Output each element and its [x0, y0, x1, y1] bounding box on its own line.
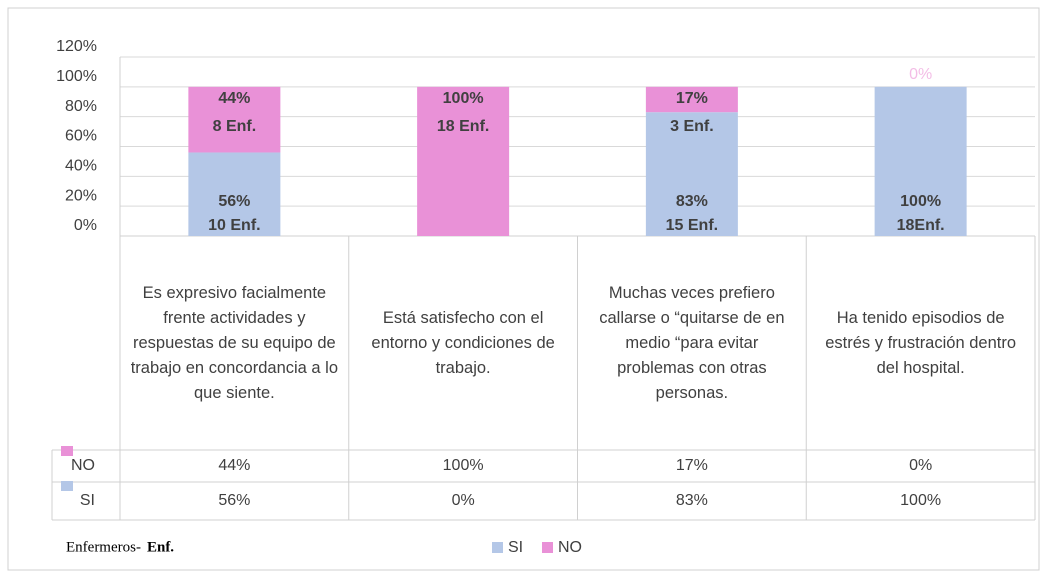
count-label: 18Enf. [897, 217, 945, 234]
y-tick-label: 100% [56, 68, 97, 85]
y-tick-label: 40% [65, 158, 97, 175]
table-cell: 100% [443, 457, 484, 474]
legend-label: NO [558, 539, 582, 556]
row-header: NO [71, 457, 95, 474]
data-label: 56% [218, 193, 250, 210]
y-tick-label: 0% [74, 217, 97, 234]
bar-segment [645, 112, 738, 236]
legend-key [492, 542, 503, 553]
y-tick-label: 20% [65, 187, 97, 204]
bar-segment [188, 152, 281, 236]
legend-key [61, 446, 73, 456]
table-cell: 0% [909, 457, 932, 474]
bar-segment [874, 86, 967, 236]
category-label: Es expresivo facialmente frente activida… [130, 283, 339, 402]
category-label: Ha tenido episodios de estrés y frustrac… [825, 308, 1016, 377]
y-tick-label: 80% [65, 98, 97, 115]
data-label: 100% [900, 193, 941, 210]
legend-key [542, 542, 553, 553]
bar-segment [645, 86, 738, 113]
y-tick-label: 120% [56, 38, 97, 55]
data-label: 44% [218, 90, 250, 107]
count-label: 18 Enf. [437, 118, 489, 135]
bar-segment [417, 86, 510, 236]
category-label: Está satisfecho con el entorno y condici… [371, 308, 555, 377]
row-header: SI [80, 492, 95, 509]
data-label: 83% [676, 193, 708, 210]
bar-segment [188, 86, 281, 153]
legend-label: SI [508, 539, 523, 556]
frame [7, 7, 1040, 571]
data-label: 17% [676, 90, 708, 107]
y-tick-label: 60% [65, 128, 97, 145]
category-label: Muchas veces prefiero callarse o “quitar… [599, 283, 785, 402]
table-cell: 17% [676, 457, 708, 474]
count-label: 8 Enf. [213, 118, 257, 135]
data-label: 100% [443, 90, 484, 107]
table-cell: 44% [218, 457, 250, 474]
count-label: 10 Enf. [208, 217, 260, 234]
table-cell: 0% [452, 492, 475, 509]
table-cell: 83% [676, 492, 708, 509]
count-label: 15 Enf. [666, 217, 718, 234]
count-label: 3 Enf. [670, 118, 714, 135]
table-cell: 100% [900, 492, 941, 509]
legend-key [61, 481, 73, 491]
table-cell: 56% [218, 492, 250, 509]
note: Enf. [147, 539, 174, 555]
data-label: 0% [909, 66, 932, 83]
note: Enfermeros- [66, 539, 141, 555]
